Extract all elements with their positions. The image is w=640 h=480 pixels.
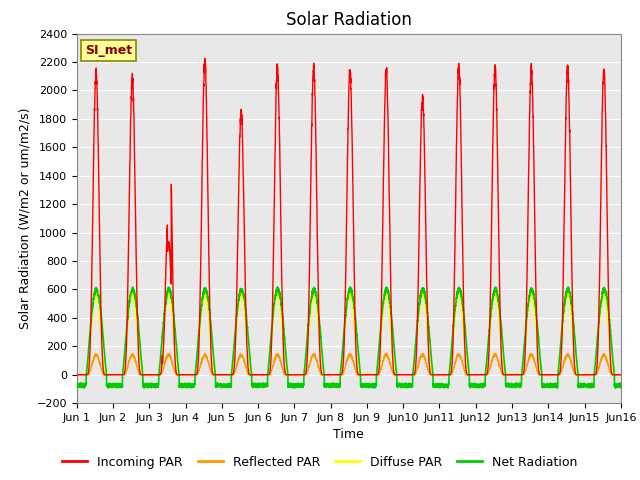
Text: SI_met: SI_met bbox=[85, 44, 132, 57]
Title: Solar Radiation: Solar Radiation bbox=[286, 11, 412, 29]
Legend: Incoming PAR, Reflected PAR, Diffuse PAR, Net Radiation: Incoming PAR, Reflected PAR, Diffuse PAR… bbox=[57, 451, 583, 474]
X-axis label: Time: Time bbox=[333, 429, 364, 442]
Y-axis label: Solar Radiation (W/m2 or um/m2/s): Solar Radiation (W/m2 or um/m2/s) bbox=[18, 108, 31, 329]
